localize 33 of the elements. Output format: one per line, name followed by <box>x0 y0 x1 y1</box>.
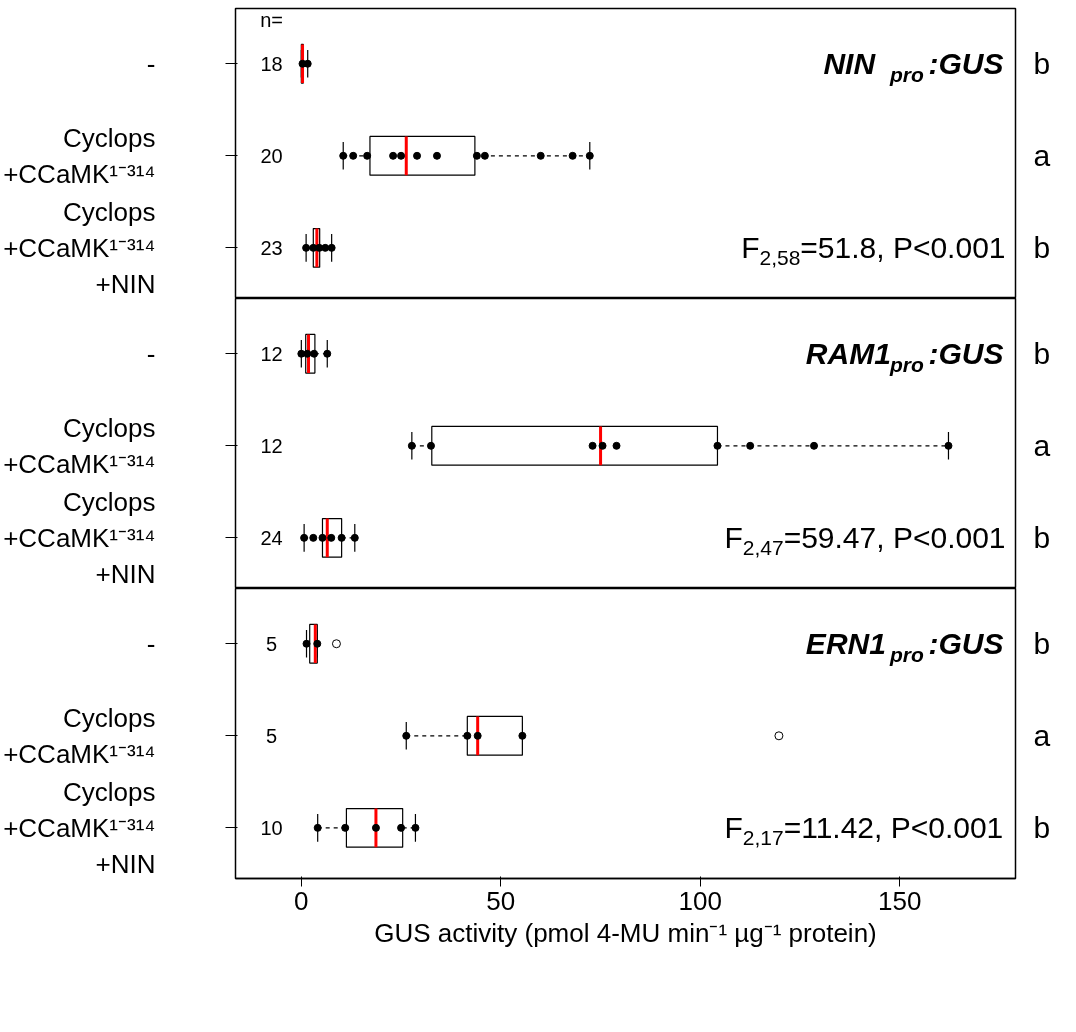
annotation: 10 <box>260 816 283 839</box>
text: a <box>1033 429 1051 463</box>
text: b <box>1033 811 1051 845</box>
x-axis-title: GUS activity (pmol 4-MU min⁻¹ µg⁻¹ protein) <box>374 917 877 948</box>
y-tick-label: Cyclops +CCaMK¹⁻³¹⁴ +NIN <box>3 486 156 589</box>
y-tick-label: Cyclops +CCaMK¹⁻³¹⁴ <box>3 702 156 769</box>
text: b <box>1033 337 1051 371</box>
text: a <box>1033 139 1051 173</box>
annotation: 23 <box>260 236 283 259</box>
x-tick-label: 100 <box>678 885 723 916</box>
y-tick-label: Cyclops +CCaMK¹⁻³¹⁴ <box>3 122 156 189</box>
x-tick-label: 150 <box>878 885 922 916</box>
y-tick-label: - <box>146 48 156 79</box>
annotation: 5 <box>265 724 278 747</box>
annotation: 12 <box>260 342 283 365</box>
y-tick-label: Cyclops +CCaMK¹⁻³¹⁴ +NIN <box>3 776 156 879</box>
y-tick-label: Cyclops +CCaMK¹⁻³¹⁴ +NIN <box>3 196 156 299</box>
annotation: 5 <box>265 632 278 655</box>
y-tick-label: Cyclops +CCaMK¹⁻³¹⁴ <box>3 412 156 479</box>
text: b <box>1033 521 1051 555</box>
text: b <box>1033 231 1051 265</box>
annotation: 18 <box>260 52 283 75</box>
x-tick-label: 50 <box>486 885 516 916</box>
y-tick-label: - <box>146 628 156 659</box>
annotation: 12 <box>260 434 283 457</box>
annotation: n= <box>260 8 283 31</box>
annotation: 24 <box>260 526 283 549</box>
y-tick-label: - <box>146 338 156 369</box>
text: b <box>1033 47 1051 81</box>
annotation: 20 <box>260 144 283 167</box>
text: a <box>1033 719 1051 753</box>
text: b <box>1033 627 1051 661</box>
x-tick-label: 0 <box>294 885 309 916</box>
